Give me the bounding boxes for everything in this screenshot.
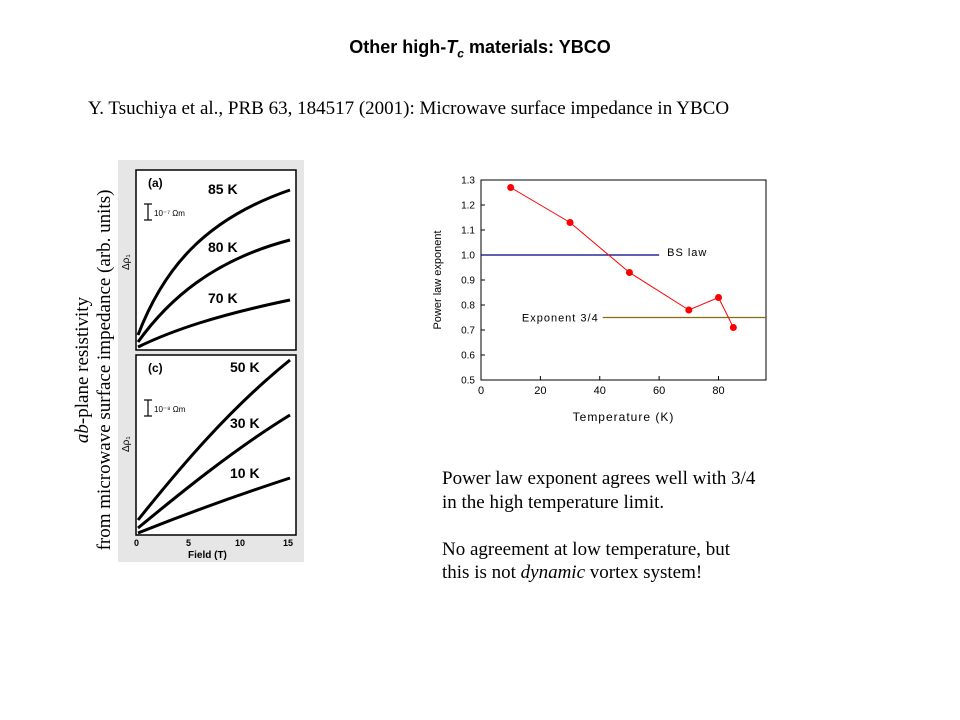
label-70k: 70 K (208, 290, 238, 306)
panel-c-ylabel: Δρ₁ (121, 436, 132, 452)
rotated-axis-label: ab-plane resistivity from microwave surf… (72, 140, 116, 600)
panel-a-ylabel: Δρ₁ (121, 254, 132, 270)
reference-label-bs-law: BS law (667, 247, 707, 259)
xtick-label: 80 (712, 385, 724, 397)
plot-frame (480, 179, 767, 381)
conclusion-text: Power law exponent agrees well with 3/4 i… (442, 467, 862, 608)
panel-a-frame (135, 169, 297, 351)
label-80k: 80 K (208, 239, 238, 255)
label-50k: 50 K (230, 359, 260, 375)
xtick-label: 20 (534, 385, 546, 397)
ytick-label: 0.5 (461, 376, 475, 387)
note-paragraph-2: No agreement at low temperature, but this… (442, 538, 731, 584)
xtick-15: 15 (283, 538, 293, 548)
ytick-label: 0.8 (461, 301, 475, 312)
data-point (507, 184, 515, 191)
panel-c-tag: (c) (148, 361, 163, 375)
xtick-10: 10 (235, 538, 245, 548)
panel-c-frame (135, 354, 297, 536)
xtick-5: 5 (186, 538, 191, 548)
exponent-chart: 0.5 0.6 0.7 0.8 0.9 1.0 1.1 1.2 1.3 0 20 40 60 80 BS l… (426, 160, 770, 432)
note-paragraph-1: Power law exponent agrees well with 3/4 i… (442, 468, 756, 513)
curve-70k (137, 298, 291, 349)
chart-ylabel: Power law exponent (432, 230, 444, 329)
curve-30k (137, 413, 291, 530)
panel-a-tag: (a) (148, 176, 163, 190)
ytick-label: 0.9 (461, 276, 475, 287)
slide-title: Other high-Tc materials: YBCO (349, 37, 611, 61)
citation: Y. Tsuchiya et al., PRB 63, 184517 (2001… (88, 98, 730, 119)
panel-a-scale: 10⁻⁷ Ωm (154, 209, 185, 218)
ylabel-line-2: from microwave surface impedance (arb. u… (94, 189, 115, 551)
data-point (625, 269, 633, 276)
curve-80k (136, 238, 291, 343)
ytick-label: 0.7 (461, 326, 475, 337)
panel-c-scale: 10⁻⁸ Ωm (154, 405, 186, 414)
resistivity-figure: (a) 10⁻⁷ Ωm 85 K 80 K 70 K Δρ₁ (c) 10⁻⁸ … (118, 160, 304, 562)
ytick-label: 1.2 (461, 201, 475, 212)
xtick-0: 0 (134, 538, 139, 548)
left-xlabel: Field (T) (188, 550, 227, 561)
ytick-label: 0.6 (461, 351, 475, 362)
data-line (510, 187, 734, 328)
label-30k: 30 K (230, 415, 260, 431)
xtick-label: 60 (653, 385, 665, 397)
data-point (729, 324, 737, 331)
data-point (685, 306, 693, 314)
label-85k: 85 K (208, 181, 238, 197)
label-10k: 10 K (230, 465, 260, 481)
chart-xlabel: Temperature (K) (573, 410, 675, 424)
ytick-label: 1.0 (461, 251, 475, 262)
xtick-label: 40 (594, 385, 606, 397)
reference-label-exponent: Exponent 3/4 (522, 313, 599, 325)
curve-50k (136, 358, 291, 521)
data-point (715, 294, 722, 301)
ytick-label: 1.3 (461, 176, 475, 187)
curve-85k (136, 188, 291, 336)
data-point (566, 219, 574, 226)
curve-10k (137, 476, 291, 535)
ylabel-line-1: ab-plane resistivity (72, 296, 93, 444)
ytick-label: 1.1 (461, 226, 475, 237)
xtick-label: 0 (478, 385, 484, 397)
